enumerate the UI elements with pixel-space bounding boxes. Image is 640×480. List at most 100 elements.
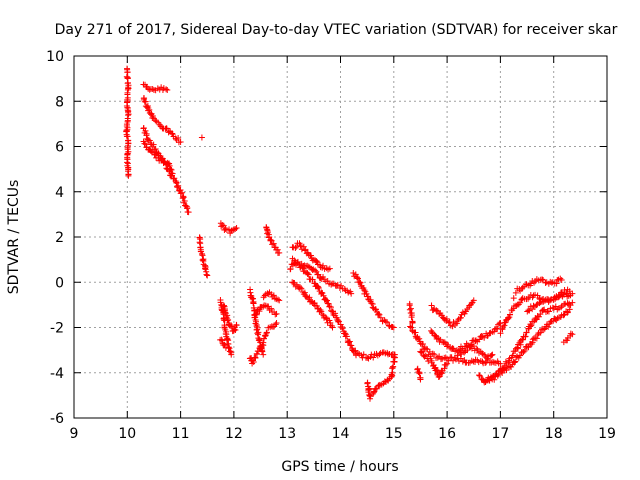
data-point [250,358,257,365]
y-tick-label: 6 [55,140,64,156]
data-point [416,335,423,342]
data-point [546,297,553,304]
data-point [149,85,156,92]
data-point [569,290,576,297]
data-point [449,345,456,352]
data-point [313,258,320,265]
data-point [318,289,325,296]
data-point [352,271,359,278]
data-point [540,326,547,333]
data-points [123,65,576,402]
y-tick-label: -6 [50,411,64,427]
data-point [164,86,171,93]
data-point [268,237,275,244]
data-point [164,159,171,166]
data-point [124,144,131,151]
data-point [303,293,310,300]
data-point [348,342,355,349]
data-point [443,315,450,322]
data-point [220,222,227,229]
data-point [552,303,559,310]
data-point [318,308,325,315]
data-point [417,376,424,383]
data-point [263,329,270,336]
data-point [228,351,235,358]
y-tick-label: 2 [55,230,64,246]
y-tick-label: -4 [50,366,64,382]
data-point [310,256,317,263]
data-point [545,323,552,330]
data-point [222,344,229,351]
data-point [444,360,451,367]
data-point [146,106,153,113]
data-point [533,335,540,342]
data-point [315,284,322,291]
data-point [175,134,182,141]
data-point [304,271,311,278]
data-point [315,283,322,290]
data-point [260,339,267,346]
data-point [305,271,312,278]
data-point [256,308,263,315]
data-point [366,392,373,399]
data-point [325,300,332,307]
data-point [312,267,319,274]
data-point [348,290,355,297]
data-point [566,300,573,307]
data-point [389,365,396,372]
data-point [299,264,306,271]
data-point [150,141,157,148]
data-point [315,271,322,278]
axis-ticks: 9 10 11 12 13 14 15 16 17 18 19 -6 -4 -2 0 2 4 6 8 10 [46,49,616,442]
data-point [221,341,228,348]
data-point [233,224,240,231]
data-point [373,385,380,392]
x-tick-label: 15 [385,426,403,442]
data-point [308,298,315,305]
x-axis-label: GPS time / hours [281,459,398,475]
y-axis-label: SDTVAR / TECUs [6,180,22,295]
data-point [454,352,461,359]
data-point [163,86,170,93]
data-point [433,307,440,314]
data-point [298,285,305,292]
x-tick-label: 9 [70,426,79,442]
data-point [561,311,568,318]
data-point [158,155,165,162]
data-point [253,350,260,357]
data-point [185,209,192,216]
data-point [152,117,159,124]
data-point [384,319,391,326]
data-point [489,373,496,380]
data-point [525,344,532,351]
data-point [266,234,273,241]
data-point [489,358,496,365]
data-point [167,166,174,173]
data-point [419,348,426,355]
data-point [302,246,309,253]
data-point [532,291,539,298]
data-point [335,318,342,325]
data-point [509,352,516,359]
data-point [156,157,163,164]
data-point [476,372,483,379]
data-point [497,360,504,367]
data-point [219,337,226,344]
data-point [472,337,479,344]
data-point [524,343,531,350]
data-point [448,354,455,361]
data-point [199,257,206,264]
data-point [429,350,436,357]
data-point [476,336,483,343]
data-point [142,141,149,148]
data-point [519,336,526,343]
data-point [481,334,488,341]
data-point [474,346,481,353]
data-point [376,351,383,358]
data-point [324,278,331,285]
data-point [273,310,280,317]
data-point [323,265,330,272]
data-point [276,297,283,304]
x-tick-label: 14 [332,426,350,442]
data-point [511,359,518,366]
